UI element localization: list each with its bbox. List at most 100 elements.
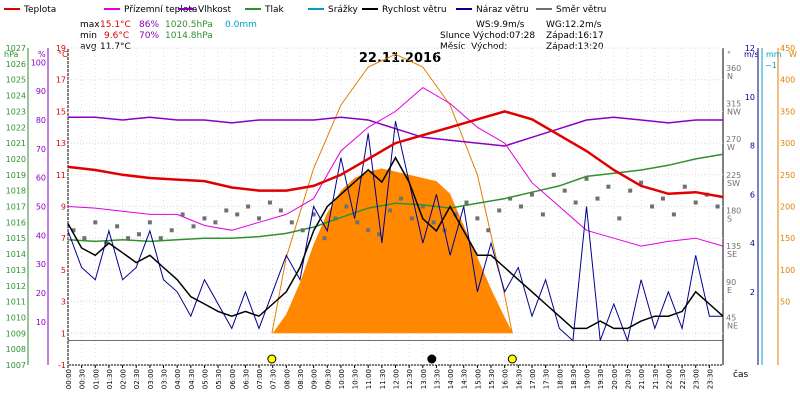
wind-direction-point	[267, 200, 272, 205]
wind-direction-point	[628, 188, 633, 193]
hpa-axis-tick: 1021	[6, 139, 26, 148]
x-axis-label: čas	[733, 369, 748, 380]
time-axis-tick: 17:00	[529, 369, 537, 389]
wind-axis-unit: m/s	[744, 50, 759, 59]
dir-axis-tick: 90	[726, 278, 736, 287]
time-axis-tick: 00:00	[65, 369, 73, 389]
wind-direction-point	[136, 232, 141, 237]
legend-item: Vlhkost	[178, 5, 231, 15]
wind-direction-point	[235, 212, 240, 217]
legend-label: Vlhkost	[198, 5, 231, 15]
temp-axis-tick: 15	[56, 107, 66, 116]
dir-axis-tick: 180	[726, 206, 741, 215]
wind-direction-point	[671, 212, 676, 217]
solar-axis-tick: 200	[780, 203, 795, 212]
dir-axis-tick: 135	[726, 242, 741, 251]
wind-direction-point	[355, 220, 360, 225]
time-axis-tick: 10:30	[352, 369, 360, 389]
time-axis-tick: 05:30	[215, 369, 223, 389]
sunset-marker	[507, 354, 517, 364]
hpa-axis-tick: 1014	[6, 250, 26, 259]
wind-direction-point	[464, 200, 469, 205]
wind-direction-point	[497, 208, 502, 213]
hpa-axis-tick: 1017	[6, 203, 26, 212]
markers-layer	[267, 354, 517, 364]
temp-axis-tick: 7	[61, 234, 66, 243]
wind-direction-point	[322, 236, 327, 241]
wind-direction-point	[93, 220, 98, 225]
hpa-axis-tick: 1027	[6, 44, 26, 53]
legend-item: Přízemní teplota	[104, 5, 197, 15]
hpa-axis-tick: 1009	[6, 329, 26, 338]
time-axis-tick: 02:30	[133, 369, 141, 389]
dir-axis-tick: 270	[726, 135, 741, 144]
wind-axis-tick: 2	[750, 288, 755, 297]
info-wg: WG:12.2m/s	[546, 20, 602, 30]
pct-axis-tick: 70	[36, 145, 46, 154]
dir-axis-tick-label: E	[727, 286, 732, 295]
time-axis-tick: 13:30	[433, 369, 441, 389]
temp-axis-tick: -1	[58, 361, 66, 370]
legend-item: Srážky	[308, 5, 359, 15]
legend-label: Směr větru	[556, 5, 606, 15]
wind-direction-point	[540, 212, 545, 217]
pct-axis-tick: 100	[31, 58, 46, 67]
wind-axis-tick: 12	[745, 44, 755, 53]
stats-max-press: 1020.5hPa	[165, 20, 213, 30]
wind-direction-point	[617, 216, 622, 221]
legend-label: Rychlost větru	[382, 5, 447, 15]
time-axis-tick: 08:30	[297, 369, 305, 389]
wind-direction-point	[715, 204, 720, 209]
hpa-axis-tick: 1024	[6, 92, 26, 101]
wind-direction-point	[126, 236, 131, 241]
wind-direction-point	[508, 196, 513, 201]
time-axis-tick: 16:00	[502, 369, 510, 389]
wind-direction-point	[682, 184, 687, 189]
dir-axis-tick: 360	[726, 64, 741, 73]
wind-direction-point	[420, 204, 425, 209]
temp-axis-tick: 5	[61, 266, 66, 275]
wind-direction-point	[551, 172, 556, 177]
stats-block: max 15.1°C 86% 1020.5hPa 0.0mm min 9.6°C…	[80, 20, 257, 52]
time-axis-tick: 04:30	[188, 369, 196, 389]
time-axis-tick: 10:00	[338, 369, 346, 389]
wind-direction-point	[82, 236, 87, 241]
dir-axis-tick-label: NE	[727, 321, 738, 330]
time-axis-tick: 11:30	[379, 369, 387, 389]
hpa-axis-tick: 1020	[6, 155, 26, 164]
solar-axis-tick: 50	[780, 298, 790, 307]
wind-axis-tick: 10	[745, 93, 755, 102]
hpa-axis-tick: 1008	[6, 345, 26, 354]
wind-direction-point	[191, 224, 196, 229]
stats-min-hum: 70%	[139, 31, 159, 41]
stats-avg-temp: 11.7°C	[100, 42, 131, 52]
stats-max-rain: 0.0mm	[225, 20, 257, 30]
time-axis-tick: 19:30	[597, 369, 605, 389]
wind-direction-point	[584, 176, 589, 181]
time-axis-tick: 22:00	[665, 369, 673, 389]
time-axis-tick: 13:00	[420, 369, 428, 389]
dir-axis-tick-label: N	[727, 72, 733, 81]
humidity-line	[68, 116, 723, 147]
rain-axis-tick: ~1	[765, 61, 777, 70]
dir-axis-tick-label: S	[727, 214, 732, 223]
time-axis-tick: 14:30	[461, 369, 469, 389]
time-axis-tick: 16:30	[515, 369, 523, 389]
wind-direction-point	[606, 184, 611, 189]
wind-direction-point	[257, 216, 262, 221]
time-axis-tick: 17:30	[543, 369, 551, 389]
hpa-axis-tick: 1019	[6, 171, 26, 180]
info-moonset: Západ:13:20	[546, 42, 604, 52]
dir-axis-tick: 225	[726, 171, 741, 180]
time-axis-tick: 23:30	[706, 369, 714, 389]
legend-label: Přízemní teplota	[124, 5, 197, 15]
wind-direction-point	[278, 208, 283, 213]
info-ws: WS:9.9m/s	[476, 20, 525, 30]
solar-axis-tick: 450	[780, 44, 795, 53]
time-axis-tick: 07:00	[256, 369, 264, 389]
time-axis-tick: 06:00	[229, 369, 237, 389]
solar-axis-tick: 400	[780, 76, 795, 85]
pct-axis-tick: 20	[36, 289, 46, 298]
temp-axis-tick: 17	[56, 76, 66, 85]
hpa-axis-tick: 1012	[6, 282, 26, 291]
